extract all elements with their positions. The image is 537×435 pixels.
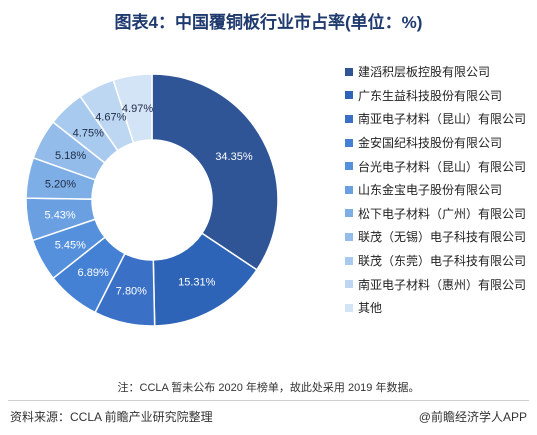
chart-legend: 建滔积层板控股有限公司 广东生益科技股份有限公司南亚电子材料（昆山）有限公司 金安国… (345, 60, 535, 320)
legend-item: 松下电子材料（广州）有限公司 (345, 202, 535, 226)
legend-item: 联茂（无锡）电子科技有限公司 (345, 225, 535, 249)
legend-item: 建滔积层板控股有限公司 (345, 60, 535, 84)
legend-label: 联茂（无锡）电子科技有限公司 (358, 230, 527, 245)
legend-swatch (345, 232, 353, 241)
slice-label-1: 34.35% (215, 151, 253, 163)
legend-label: 台光电子材料（昆山）有限公司 (358, 159, 527, 174)
legend-label: 联茂（东莞）电子科技有限公司 (358, 254, 527, 269)
slice-11 (112, 73, 153, 144)
legend-swatch (345, 91, 353, 100)
slice-label-7: 5.20% (45, 179, 76, 191)
source-text: 资料来源：CCLA 前瞻产业研究院整理 (10, 410, 213, 424)
legend-swatch (345, 185, 353, 194)
slice-label-3: 7.80% (116, 286, 147, 298)
legend-item: 南亚电子材料（惠州）有限公司 (345, 272, 535, 296)
legend-item: 广东生益科技股份有限公司 (345, 84, 535, 108)
divider (8, 400, 529, 401)
legend-swatch (345, 162, 353, 171)
legend-label: 山东金宝电子股份有限公司 (358, 183, 503, 198)
legend-item: 台光电子材料（昆山）有限公司 (345, 154, 535, 178)
slice-label-11: 4.97% (122, 103, 153, 115)
legend-label: 其他 (358, 301, 383, 316)
slice-label-4: 6.89% (78, 267, 109, 279)
legend-item: 南亚电子材料（昆山）有限公司 (345, 107, 535, 131)
donut-chart: 34.35% 15.31% 7.80% 6.89% 5.45% 5.43% 5.20% 5.1… (25, 73, 279, 327)
slice-1 (151, 73, 279, 271)
legend-swatch (345, 303, 353, 312)
slice-label-5: 5.45% (55, 239, 86, 251)
legend-item: 山东金宝电子股份有限公司 (345, 178, 535, 202)
legend-label: 广东生益科技股份有限公司 (358, 88, 503, 103)
legend-label: 金安国纪科技股份有限公司 (358, 136, 503, 151)
legend-label: 南亚电子材料（昆山）有限公司 (358, 112, 527, 127)
legend-item: 联茂（东莞）电子科技有限公司 (345, 249, 535, 273)
slice-label-2: 15.31% (178, 277, 216, 289)
chart-title: 图表4：中国覆铜板行业市占率(单位：%) (114, 13, 423, 32)
slice-label-9: 4.75% (73, 127, 104, 139)
legend-swatch (345, 138, 353, 147)
legend-label: 松下电子材料（广州）有限公司 (358, 206, 527, 221)
footnote: 注：CCLA 暂未公布 2020 年榜单，故此处采用 2019 年数据。 (117, 382, 420, 394)
legend-label: 南亚电子材料（惠州）有限公司 (358, 277, 527, 292)
slice-label-8: 5.18% (55, 150, 86, 162)
slice-label-10: 4.67% (95, 112, 126, 124)
slice-label-6: 5.43% (45, 209, 76, 221)
brand-text: @前瞻经济学人APP (418, 410, 527, 424)
legend-swatch (345, 209, 353, 218)
legend-swatch (345, 280, 353, 289)
legend-label: 建滔积层板控股有限公司 (358, 65, 491, 80)
legend-swatch (345, 114, 353, 123)
legend-swatch (345, 256, 353, 265)
legend-item: 金安国纪科技股份有限公司 (345, 131, 535, 155)
legend-swatch (345, 67, 353, 76)
legend-item: 其他 (345, 296, 535, 320)
